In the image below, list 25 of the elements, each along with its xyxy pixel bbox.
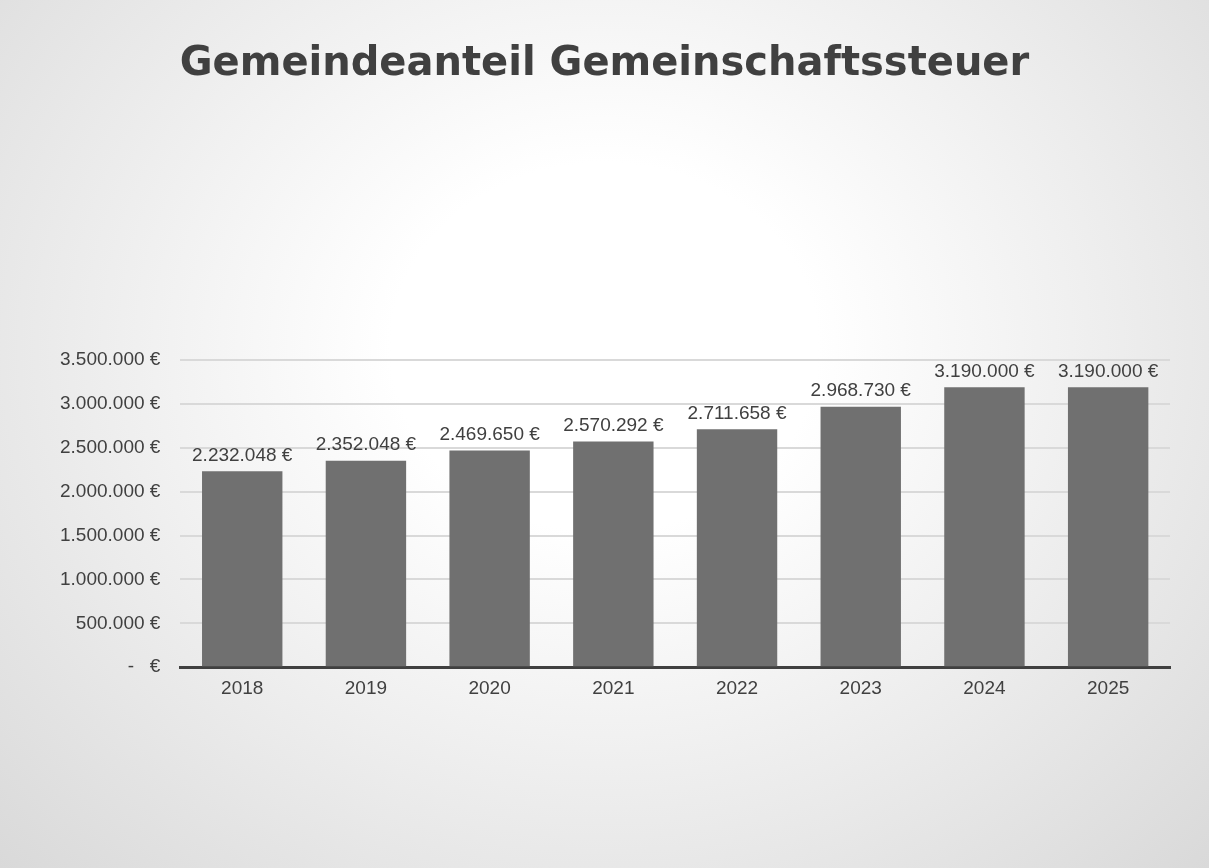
x-tick-label: 2025 bbox=[1087, 676, 1130, 698]
data-label: 2.570.292 € bbox=[563, 414, 664, 436]
data-label: 2.711.658 € bbox=[687, 401, 787, 423]
x-tick-label: 2021 bbox=[592, 676, 635, 698]
x-tick-label: 2022 bbox=[715, 676, 759, 698]
data-label: 2.352.048 € bbox=[315, 433, 417, 455]
y-tick-label: 500.000 € bbox=[75, 611, 161, 633]
x-tick-label: 2024 bbox=[963, 676, 1006, 698]
data-label: 2.968.730 € bbox=[810, 379, 912, 401]
y-tick-label: 3.500.000 € bbox=[60, 348, 161, 370]
y-tick-label: 2.000.000 € bbox=[60, 479, 161, 501]
chart-title: Gemeindeanteil Gemeinschaftssteuer bbox=[178, 38, 1031, 84]
x-tick-label: 2019 bbox=[344, 676, 388, 698]
y-tick-label: 2.500.000 € bbox=[60, 436, 161, 458]
data-label: 3.190.000 € bbox=[1057, 359, 1159, 381]
data-label: 2.232.048 € bbox=[192, 444, 293, 466]
x-tick-label: 2018 bbox=[221, 676, 264, 698]
x-tick-label: 2023 bbox=[839, 676, 882, 698]
y-tick-label: 1.500.000 € bbox=[60, 523, 161, 545]
data-label: 3.190.000 € bbox=[934, 359, 1036, 381]
y-tick-label: 3.000.000 € bbox=[60, 392, 161, 414]
y-tick-label: - € bbox=[127, 655, 161, 677]
y-tick-label: 1.000.000 € bbox=[60, 567, 161, 589]
x-tick-label: 2020 bbox=[468, 676, 511, 698]
data-label: 2.469.650 € bbox=[439, 423, 541, 445]
